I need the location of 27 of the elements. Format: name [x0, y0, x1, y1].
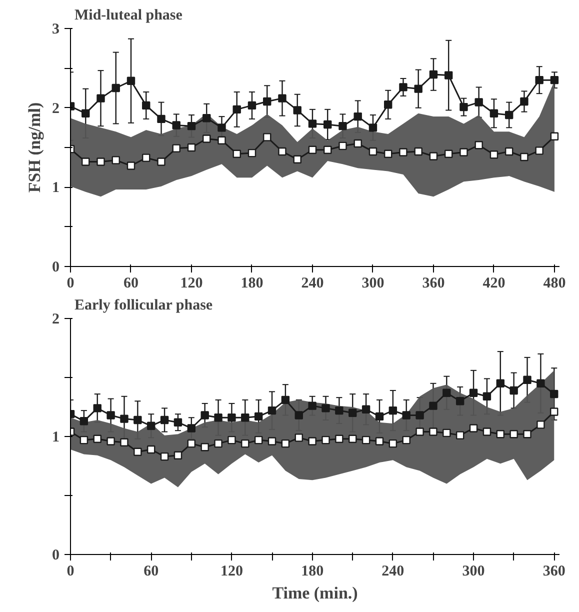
x-tick-label: 420 — [482, 276, 506, 292]
x-tick-label: 300 — [462, 564, 485, 580]
y-tick-label: 2 — [52, 100, 60, 117]
y-tick-label: 1 — [52, 180, 60, 196]
x-tick-label: 180 — [240, 276, 264, 292]
x-tick-label: 180 — [301, 564, 324, 580]
x-tick-label: 240 — [301, 276, 324, 292]
chart-title: Early follicular phase — [74, 298, 213, 314]
y-tick-label: 2 — [52, 312, 60, 328]
y-axis-title: FSH (ng/ml) — [25, 102, 44, 193]
x-tick-label: 120 — [180, 276, 203, 292]
x-tick-label: 300 — [362, 276, 384, 292]
chart-title: Mid-luteal phase — [74, 8, 183, 24]
x-tick-label: 60 — [144, 564, 159, 580]
x-tick-label: 360 — [542, 564, 566, 580]
x-axis-title: Time (min.) — [272, 584, 358, 602]
x-tick-label: 60 — [123, 276, 138, 292]
x-tick-label: 0 — [66, 276, 74, 292]
x-tick-label: 360 — [422, 276, 445, 292]
y-tick-label: 1 — [52, 430, 60, 446]
y-tick-label: 3 — [52, 22, 60, 38]
x-tick-label: 240 — [382, 564, 404, 580]
y-tick-label: 0 — [52, 260, 60, 276]
x-tick-label: 480 — [543, 276, 566, 292]
x-tick-label: 120 — [220, 564, 243, 580]
x-tick-label: 0 — [66, 564, 74, 580]
y-tick-label: 0 — [52, 548, 60, 564]
